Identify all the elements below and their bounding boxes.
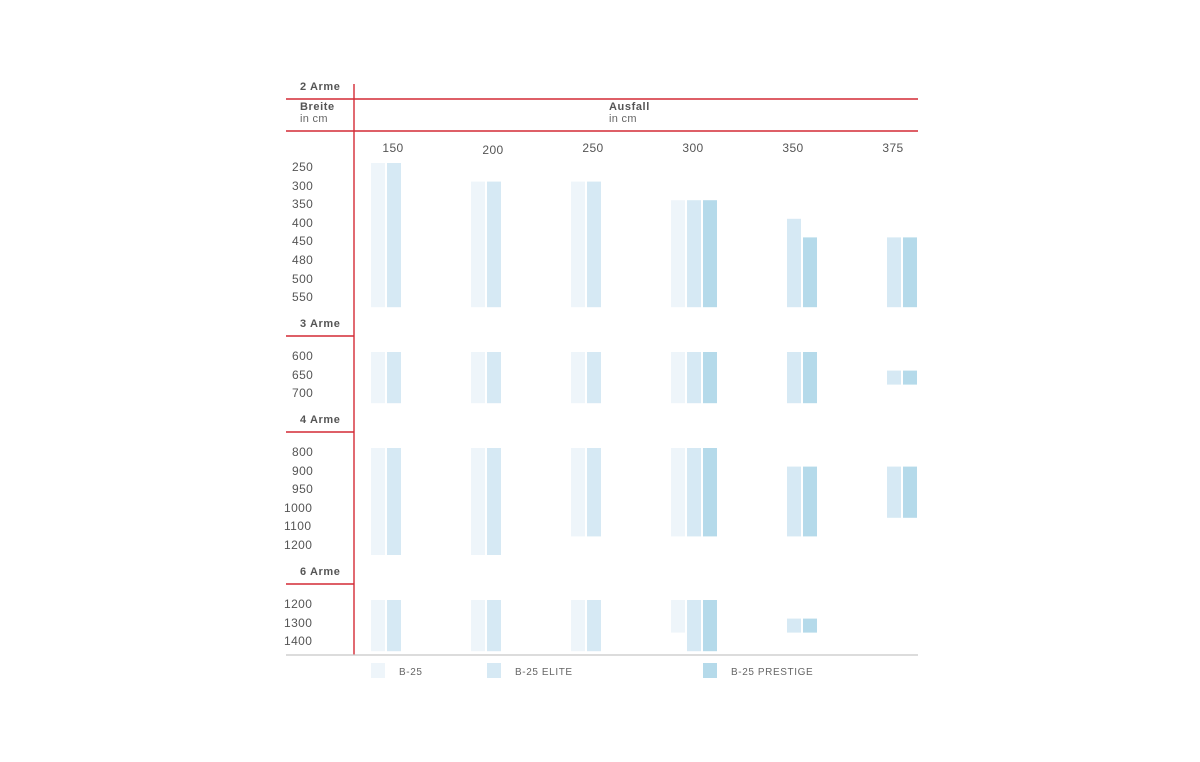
breite-tick-label: 700 (292, 386, 314, 401)
availability-bar (687, 200, 701, 308)
availability-bar (703, 600, 717, 652)
availability-bar (571, 448, 585, 537)
availability-bar (487, 600, 501, 652)
breite-tick-label: 1300 (284, 615, 313, 630)
availability-bar (371, 448, 385, 555)
breite-tick-label: 1200 (284, 597, 313, 611)
availability-bar (487, 352, 501, 404)
availability-bar (671, 352, 685, 404)
availability-bar (887, 466, 901, 518)
availability-bar (787, 466, 801, 537)
availability-bar (387, 352, 401, 404)
availability-bar (803, 352, 817, 404)
breite-tick-label: 950 (292, 482, 314, 497)
ausfall-unit: in cm (609, 113, 637, 125)
ausfall-tick-label: 250 (582, 141, 604, 155)
availability-bar (671, 448, 685, 537)
group-label: 4 Arme (300, 414, 341, 426)
legend-swatch (487, 663, 501, 678)
availability-bar (471, 600, 485, 652)
availability-bar (387, 448, 401, 555)
availability-bar (471, 448, 485, 555)
breite-tick-label: 500 (292, 271, 314, 286)
availability-bar (471, 181, 485, 308)
breite-tick-label: 800 (292, 445, 314, 459)
breite-tick-label: 650 (292, 367, 314, 382)
availability-bar (687, 600, 701, 652)
availability-bar (387, 600, 401, 652)
availability-bar (671, 600, 685, 633)
availability-bar (887, 370, 901, 385)
legend-label: B-25 (399, 667, 423, 678)
availability-bar (471, 352, 485, 404)
availability-bar (487, 181, 501, 308)
availability-bar (587, 448, 601, 537)
breite-tick-label: 550 (292, 290, 314, 305)
ausfall-tick-label: 200 (482, 143, 504, 157)
breite-tick-label: 600 (292, 349, 314, 363)
availability-bar (803, 618, 817, 633)
availability-bar (687, 448, 701, 537)
ausfall-tick-label: 300 (682, 141, 704, 155)
breite-header: Breite (300, 101, 335, 113)
legend-swatch (703, 663, 717, 678)
breite-unit: in cm (300, 113, 328, 125)
breite-tick-label: 1400 (284, 634, 313, 649)
availability-bar (887, 237, 901, 308)
breite-tick-label: 480 (292, 253, 314, 267)
legend-swatch (371, 663, 385, 678)
breite-tick-label: 1000 (284, 500, 313, 515)
availability-bar (571, 600, 585, 652)
availability-bar (371, 600, 385, 652)
breite-tick-label: 350 (292, 197, 314, 212)
availability-bar (803, 237, 817, 308)
availability-bar (571, 181, 585, 308)
availability-bar (371, 163, 385, 308)
availability-bar (787, 352, 801, 404)
availability-bar (903, 370, 917, 385)
availability-bar (703, 448, 717, 537)
availability-bar (703, 352, 717, 404)
legend-label: B-25 ELITE (515, 667, 573, 678)
breite-tick-label: 1200 (284, 538, 313, 552)
availability-bar (787, 618, 801, 633)
ausfall-tick-label: 350 (782, 141, 804, 155)
breite-tick-label: 1100 (284, 519, 312, 534)
availability-bar (587, 352, 601, 404)
availability-bar (787, 218, 801, 308)
availability-bar (903, 466, 917, 518)
availability-bar (387, 163, 401, 308)
availability-bar (903, 237, 917, 308)
ausfall-tick-label: 150 (382, 141, 404, 155)
breite-tick-label: 900 (292, 463, 314, 478)
availability-bar (571, 352, 585, 404)
availability-bar (671, 200, 685, 308)
legend-label: B-25 PRESTIGE (731, 667, 814, 678)
group-label: 3 Arme (300, 318, 341, 330)
ausfall-tick-label: 375 (882, 141, 904, 155)
breite-tick-label: 400 (292, 215, 314, 230)
availability-bar (587, 600, 601, 652)
ausfall-header: Ausfall (609, 101, 650, 113)
group-label: 2 Arme (300, 81, 341, 93)
availability-bar (687, 352, 701, 404)
breite-tick-label: 450 (292, 234, 314, 249)
group-label: 6 Arme (300, 566, 341, 578)
availability-bar (703, 200, 717, 308)
availability-bar (371, 352, 385, 404)
availability-bar (587, 181, 601, 308)
availability-bar (487, 448, 501, 555)
availability-bar (803, 466, 817, 537)
breite-tick-label: 250 (292, 160, 314, 174)
breite-tick-label: 300 (292, 178, 314, 193)
